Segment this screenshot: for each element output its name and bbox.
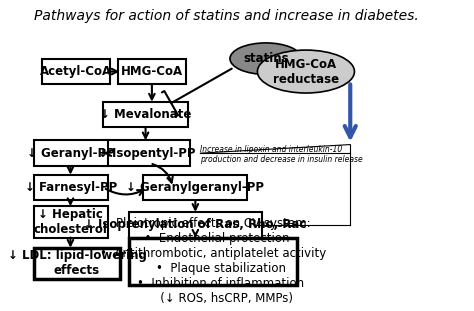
FancyBboxPatch shape — [34, 248, 120, 279]
FancyBboxPatch shape — [103, 140, 190, 166]
Ellipse shape — [230, 43, 302, 74]
FancyBboxPatch shape — [42, 59, 109, 85]
Text: ↓ Isoprenylation of Ras, Rho, Rac: ↓ Isoprenylation of Ras, Rho, Rac — [84, 218, 306, 231]
Text: ↓ Geranyl-PP: ↓ Geranyl-PP — [27, 147, 115, 160]
FancyBboxPatch shape — [128, 212, 262, 238]
FancyBboxPatch shape — [128, 238, 298, 285]
Text: ↓ Mevalonate: ↓ Mevalonate — [100, 108, 191, 121]
Text: Acetyl-CoA: Acetyl-CoA — [40, 65, 112, 78]
Text: Increase in lipoxin and interleukin-10
production and decrease in insulin releas: Increase in lipoxin and interleukin-10 p… — [201, 145, 363, 164]
Text: ↓ LDL: lipid-lowering
effects: ↓ LDL: lipid-lowering effects — [8, 249, 146, 277]
Text: ↓ Geranylgeranyl-PP: ↓ Geranylgeranyl-PP — [126, 181, 264, 194]
Text: ↓ Isopentyl-PP: ↓ Isopentyl-PP — [98, 147, 195, 160]
Text: HMG-CoA
reductase: HMG-CoA reductase — [273, 58, 339, 86]
FancyBboxPatch shape — [118, 59, 186, 85]
FancyBboxPatch shape — [34, 175, 108, 200]
FancyBboxPatch shape — [34, 140, 108, 166]
Ellipse shape — [257, 50, 355, 93]
Text: Pathways for action of statins and increase in diabetes.: Pathways for action of statins and incre… — [34, 8, 419, 23]
FancyBboxPatch shape — [34, 206, 108, 238]
Text: statins: statins — [243, 52, 289, 65]
FancyBboxPatch shape — [103, 102, 188, 128]
Text: HMG-CoA: HMG-CoA — [121, 65, 183, 78]
FancyBboxPatch shape — [144, 175, 247, 200]
Text: Pleiotropic effects on CV system:
  •  Endothelial protection
•  Antithrombotic,: Pleiotropic effects on CV system: • Endo… — [100, 217, 326, 305]
Text: ↓ Hepatic
cholesterol: ↓ Hepatic cholesterol — [34, 208, 108, 236]
Text: ↓ Farnesyl-PP: ↓ Farnesyl-PP — [25, 181, 117, 194]
